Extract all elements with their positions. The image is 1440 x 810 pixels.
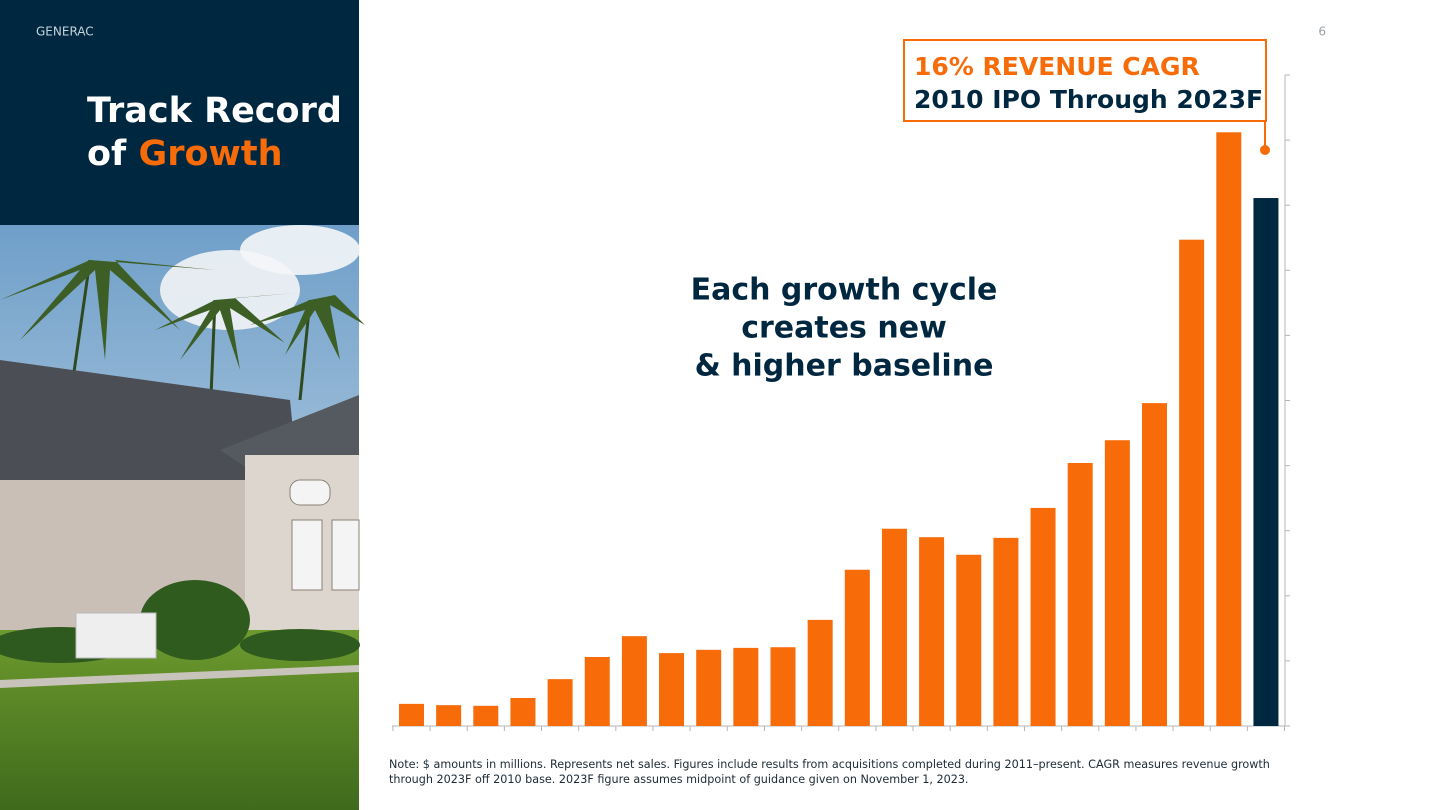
bar bbox=[621, 636, 647, 726]
bar bbox=[547, 679, 573, 726]
bar bbox=[807, 619, 833, 726]
bar bbox=[510, 698, 536, 726]
bar bbox=[844, 569, 870, 726]
brand: GENERAC bbox=[36, 25, 94, 39]
note: Note: $ amounts in millions. Represents … bbox=[389, 758, 1270, 786]
callout-dot bbox=[1260, 145, 1270, 155]
note-line: through 2023F off 2010 base. 2023F figur… bbox=[389, 773, 969, 786]
note-line: Note: $ amounts in millions. Represents … bbox=[389, 758, 1270, 771]
title-line1: Track Record bbox=[87, 91, 342, 131]
annotation-line: Each growth cycle bbox=[691, 273, 998, 308]
bar bbox=[881, 528, 907, 726]
bar bbox=[399, 703, 424, 726]
bar bbox=[956, 554, 982, 726]
bar bbox=[1067, 462, 1093, 726]
bar bbox=[993, 537, 1019, 726]
bar bbox=[919, 537, 945, 726]
callout-text: 2010 IPO Through 2023F bbox=[914, 85, 1263, 114]
bar bbox=[1216, 132, 1242, 727]
title-panel bbox=[0, 0, 359, 225]
bar bbox=[696, 649, 722, 726]
bar bbox=[733, 647, 759, 726]
bar bbox=[473, 705, 499, 726]
bar bbox=[659, 653, 685, 726]
bar bbox=[1142, 403, 1167, 726]
title-line2: of Growth bbox=[87, 134, 283, 174]
annotation-line: & higher baseline bbox=[695, 349, 994, 384]
bar bbox=[1253, 198, 1279, 726]
bar bbox=[1030, 507, 1056, 726]
photo bbox=[0, 225, 365, 810]
callout-box bbox=[903, 39, 1267, 122]
bar bbox=[1179, 239, 1205, 726]
bar bbox=[770, 647, 796, 726]
bar bbox=[436, 705, 462, 726]
page-number: 6 bbox=[1318, 25, 1326, 39]
callout-highlight: 16% REVENUE CAGR bbox=[914, 52, 1200, 81]
title-prefix: of bbox=[87, 134, 127, 174]
bar bbox=[584, 656, 610, 726]
title-highlight: Growth bbox=[138, 134, 282, 174]
bar bbox=[1104, 440, 1130, 726]
annotation-line: creates new bbox=[741, 311, 947, 346]
